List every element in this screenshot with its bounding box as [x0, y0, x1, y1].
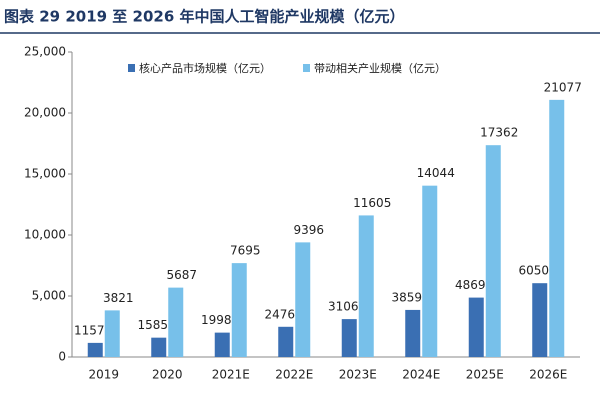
value-label: 1585 [137, 318, 168, 332]
value-label: 2476 [264, 307, 295, 321]
y-tick-label: 20,000 [24, 106, 66, 120]
bar [422, 185, 438, 357]
bar [295, 242, 311, 357]
bar [468, 297, 484, 357]
value-label: 3106 [328, 300, 359, 314]
legend-label: 带动相关产业规模（亿元） [314, 61, 446, 75]
x-tick-label: 2022E [275, 368, 313, 382]
value-label: 9396 [293, 223, 324, 237]
y-tick-label: 25,000 [24, 45, 66, 59]
x-tick-label: 2025E [466, 368, 504, 382]
bar [87, 342, 103, 357]
y-tick-label: 0 [58, 350, 66, 364]
bar [358, 215, 374, 357]
bar [532, 283, 548, 357]
x-tick-label: 2023E [339, 368, 377, 382]
bar [405, 309, 421, 357]
value-label: 5687 [166, 268, 197, 282]
value-label: 6050 [518, 264, 549, 278]
bar [485, 145, 501, 357]
bar [151, 337, 167, 357]
value-label: 17362 [480, 126, 518, 140]
value-label: 7695 [230, 244, 261, 258]
value-label: 3821 [103, 291, 134, 305]
bar [104, 310, 120, 357]
x-tick-label: 2026E [529, 368, 567, 382]
bar [549, 99, 565, 358]
legend-swatch [128, 64, 135, 72]
x-tick-label: 2024E [402, 368, 440, 382]
bar [214, 332, 230, 357]
legend-label: 核心产品市场规模（亿元） [139, 61, 271, 75]
x-tick-label: 2021E [212, 368, 250, 382]
y-tick-label: 15,000 [24, 167, 66, 181]
value-label: 21077 [544, 80, 582, 94]
value-label: 1157 [74, 323, 105, 337]
value-label: 3859 [391, 290, 422, 304]
bar [341, 319, 357, 357]
y-tick-label: 5,000 [32, 289, 66, 303]
bar [278, 326, 294, 357]
bar [231, 263, 247, 357]
legend-swatch [303, 64, 310, 72]
value-label: 11605 [353, 196, 391, 210]
chart-title: 图表 29 2019 至 2026 年中国人工智能产业规模（亿元） [4, 8, 404, 26]
value-label: 4869 [455, 278, 486, 292]
bar [168, 287, 184, 357]
x-tick-label: 2019 [88, 368, 119, 382]
value-label: 14044 [417, 166, 455, 180]
value-label: 1998 [201, 313, 232, 327]
x-tick-label: 2020 [152, 368, 183, 382]
y-tick-label: 10,000 [24, 228, 66, 242]
